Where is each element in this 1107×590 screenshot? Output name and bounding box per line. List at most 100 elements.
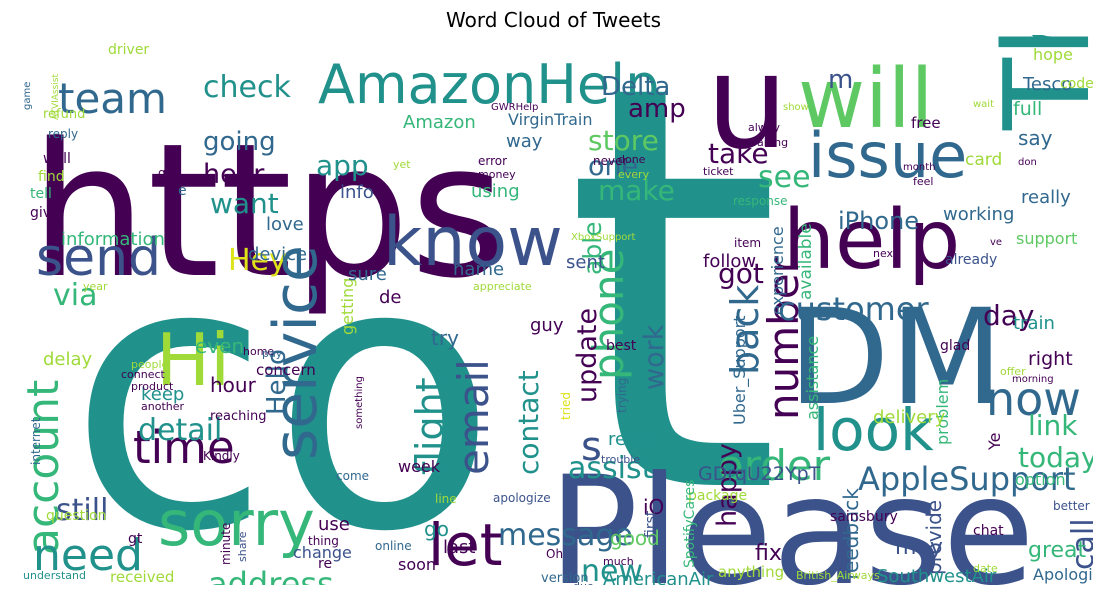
word-month: month — [903, 162, 935, 173]
word-oh: Oh — [546, 547, 563, 561]
word-ticket: ticket — [703, 165, 734, 178]
word-make: make — [598, 174, 675, 207]
word-question: question — [46, 508, 106, 524]
word-amp: amp — [628, 94, 686, 124]
word-io: iO — [643, 495, 664, 519]
word-british-airways: British_Airways — [796, 569, 880, 582]
word-assist: assist — [568, 451, 654, 486]
word-time: time — [133, 421, 235, 474]
word-use: use — [318, 514, 350, 535]
word-today: today — [1018, 441, 1093, 474]
word-look: look — [813, 396, 934, 464]
word-number: number — [759, 255, 808, 420]
word-share: share — [236, 531, 249, 562]
word-hello: Hello — [262, 349, 292, 415]
word-guy: guy — [530, 315, 564, 336]
word-link: link — [1028, 409, 1078, 442]
word-apologie: Apologie — [1033, 565, 1093, 584]
word-issue: issue — [808, 119, 967, 192]
word-know: know — [383, 203, 563, 282]
word-https: https — [30, 103, 506, 319]
word-waiting: waiting — [748, 136, 788, 149]
word-let: let — [428, 511, 503, 579]
word-store: store — [588, 124, 659, 157]
word-assistance: assistance — [803, 336, 822, 420]
word-pay: pay — [262, 347, 283, 360]
word-package: package — [688, 488, 747, 504]
word-full: full — [1013, 98, 1042, 120]
word-using: using — [471, 181, 520, 202]
word-thank: Thank — [978, 35, 1093, 131]
word-reach: reach — [608, 429, 658, 450]
word-date: date — [973, 562, 998, 575]
word-flight: flight — [408, 377, 452, 475]
word-delivery: delivery — [873, 407, 946, 428]
word-please: Please — [548, 445, 1035, 585]
word-re: re — [318, 556, 332, 572]
word-change: change — [293, 543, 352, 562]
word-update: update — [572, 308, 603, 403]
word-refund: refund — [43, 107, 85, 122]
word-feedback: feedback — [839, 488, 863, 580]
word-home: home — [243, 345, 274, 358]
word-customer: customer — [778, 290, 930, 328]
word-via: via — [53, 278, 97, 313]
word-now: now — [986, 372, 1081, 426]
word-virgintrain: VirginTrain — [508, 110, 592, 129]
word-gwrhelp: GWRHelp — [491, 102, 538, 113]
word-chat: chat — [973, 523, 1004, 539]
word-sainsbury: sainsbury — [830, 509, 898, 525]
word-uber-support: Uber_Support — [730, 315, 750, 425]
word-right: right — [1028, 348, 1073, 370]
word-device: device — [248, 244, 307, 265]
word-want: want — [210, 187, 279, 220]
word-version: version — [541, 571, 589, 585]
word-driver: driver — [108, 42, 149, 58]
word-really: really — [1021, 187, 1071, 208]
word-feel: feel — [913, 175, 933, 188]
word-trouble: trouble — [601, 453, 640, 466]
word-next: next — [873, 247, 898, 260]
word-first: first — [643, 510, 659, 538]
word-sorry: sorry — [158, 487, 315, 560]
word-received: received — [110, 568, 174, 585]
word-love: love — [266, 214, 304, 235]
word-going: going — [203, 127, 276, 157]
word-check: check — [203, 70, 291, 105]
word-understand: understand — [23, 569, 86, 582]
word-follow: follow — [703, 251, 756, 272]
word-game: game — [22, 82, 33, 110]
word-card: card — [965, 150, 1002, 170]
word-delay: delay — [43, 349, 93, 370]
word-show: show — [783, 102, 809, 113]
word-much: much — [603, 555, 634, 568]
word-yet: yet — [393, 158, 411, 171]
word-reaching: reaching — [210, 409, 267, 424]
word-say: say — [1018, 126, 1053, 150]
word-money: money — [478, 168, 516, 181]
word-product: product — [131, 380, 174, 393]
word-s: s — [581, 424, 602, 470]
word-available: available — [796, 223, 816, 300]
word-hour: hour — [210, 373, 257, 397]
word-kindly: Kindly — [203, 449, 240, 463]
word-support: support — [1016, 229, 1077, 248]
word-give: give — [30, 205, 60, 221]
word-amazonhelp: AmazonHelp — [318, 53, 659, 116]
word-ve: ve — [990, 237, 1002, 248]
word-every: every — [618, 168, 650, 181]
word-help: help — [783, 193, 960, 288]
word-people: people — [131, 358, 169, 371]
word-info: info — [340, 182, 374, 203]
word-xboxsupport: XboxSupport — [571, 232, 636, 243]
word-may: may — [895, 535, 943, 560]
word-internet: internet — [29, 417, 43, 465]
word-appreciate: appreciate — [473, 280, 532, 293]
word-hope: hope — [1033, 45, 1073, 64]
word-hi: Hi — [156, 318, 230, 402]
word-need: need — [33, 530, 143, 581]
word-que: que — [158, 166, 181, 180]
word-morning: morning — [1012, 374, 1054, 385]
word-reply: reply — [48, 127, 78, 141]
